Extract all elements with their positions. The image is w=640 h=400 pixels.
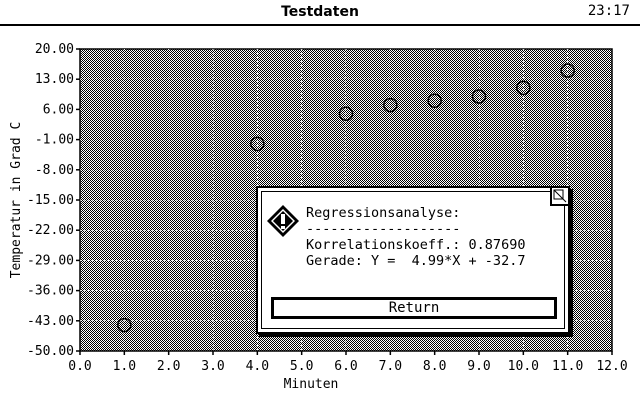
data-point [427, 93, 442, 109]
x-tick-label: 5.0 [290, 359, 313, 374]
regression-dialog: Regressionsanalyse: ------------------- … [256, 186, 570, 334]
y-tick-label: 6.00 [43, 102, 74, 117]
x-tick-label: 2.0 [157, 359, 180, 374]
y-tick-label: 13.00 [35, 72, 74, 87]
y-tick-label: -8.00 [35, 163, 74, 178]
data-point [117, 317, 132, 333]
data-point [471, 89, 487, 104]
y-tick-label: -50.00 [27, 344, 74, 359]
x-tick-label: 1.0 [113, 359, 136, 374]
data-point [338, 106, 354, 121]
data-point [383, 97, 398, 113]
correlation-text: Korrelationskoeff.: 0.87690 [306, 237, 526, 253]
y-tick-label: -36.00 [27, 284, 74, 299]
resize-icon [553, 189, 567, 203]
x-tick-label: 4.0 [246, 359, 269, 374]
y-tick-label: -43.00 [27, 314, 74, 329]
clock: 23:17 [587, 3, 630, 19]
y-tick-label: -1.00 [35, 133, 74, 148]
close-box[interactable] [550, 188, 568, 206]
x-tick-label: 8.0 [423, 359, 446, 374]
x-tick-labels: 0.0 1.0 2.0 3.0 4.0 5.0 6.0 7.0 8.0 9.0 10.0 11.0 12… [68, 359, 627, 374]
x-tick-label: 11.0 [552, 359, 583, 374]
x-tick-label: 7.0 [379, 359, 402, 374]
x-tick-label: 9.0 [467, 359, 490, 374]
x-tick-label: 12.0 [596, 359, 627, 374]
data-point [250, 136, 265, 152]
x-tick-label: 3.0 [201, 359, 224, 374]
data-points [117, 63, 575, 333]
x-tick-label: 10.0 [508, 359, 539, 374]
grid [80, 49, 612, 351]
axis-ticks [76, 48, 613, 355]
data-point [516, 80, 531, 96]
y-tick-label: 20.00 [35, 42, 74, 57]
y-tick-label: -29.00 [27, 253, 74, 268]
return-button[interactable]: Return [271, 297, 557, 319]
x-tick-label: 6.0 [334, 359, 357, 374]
alert-icon [267, 205, 299, 237]
title-bar: Testdaten 23:17 [0, 0, 640, 26]
y-axis-label: Temperatur in Grad C [9, 122, 24, 279]
equation-text: Gerade: Y = 4.99*X + -32.7 [306, 253, 526, 269]
y-tick-labels: 20.00 13.00 6.00 -1.00 -8.00 -15.00 -22.00 -29.… [27, 42, 74, 359]
dialog-title: Regressionsanalyse: [306, 205, 461, 221]
window-title: Testdaten [281, 4, 359, 20]
x-axis-label: Minuten [284, 377, 339, 392]
x-tick-label: 0.0 [68, 359, 91, 374]
dialog-separator: ------------------- [306, 221, 461, 237]
dialog-inner-border [261, 191, 565, 329]
y-tick-label: -22.00 [27, 223, 74, 238]
data-point [560, 63, 575, 78]
y-tick-label: -15.00 [27, 193, 74, 208]
